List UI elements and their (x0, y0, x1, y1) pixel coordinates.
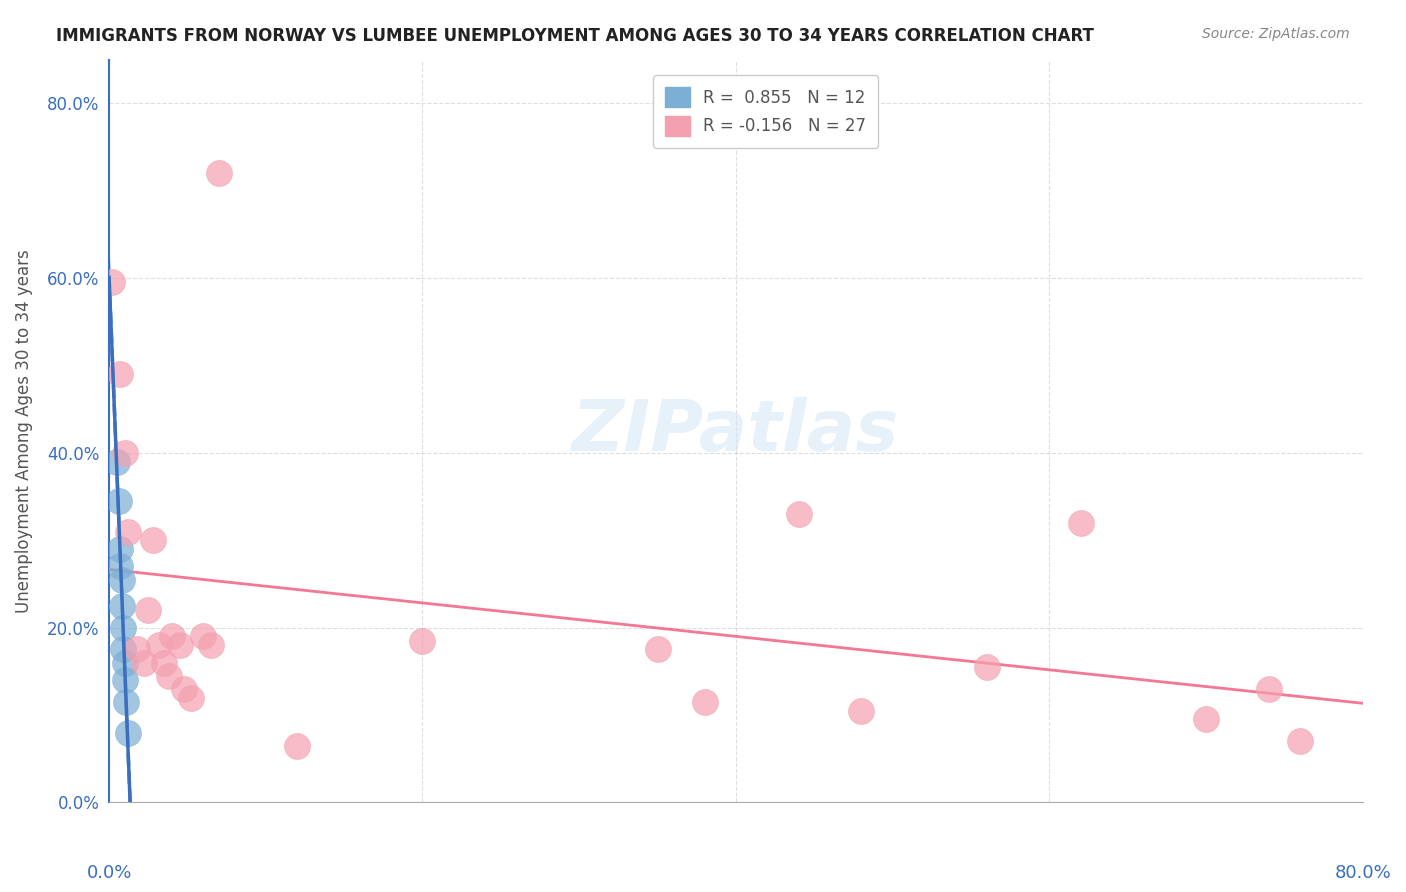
Text: ZIPatlas: ZIPatlas (572, 397, 900, 466)
Point (111, 573, 134, 587)
Point (411, 633, 433, 648)
Point (169, 638, 191, 652)
Point (180, 690, 202, 705)
Point (117, 725, 139, 739)
Point (115, 695, 138, 709)
Text: IMMIGRANTS FROM NORWAY VS LUMBEE UNEMPLOYMENT AMONG AGES 30 TO 34 YEARS CORRELAT: IMMIGRANTS FROM NORWAY VS LUMBEE UNEMPLO… (56, 27, 1094, 45)
Point (117, 524, 139, 539)
Point (114, 673, 136, 687)
Point (173, 681, 195, 696)
Point (114, 656, 136, 670)
Point (851, 704, 873, 718)
Point (112, 621, 135, 635)
Point (112, 642, 135, 657)
Point (1070, 516, 1092, 530)
Point (148, 638, 170, 652)
Point (132, 656, 155, 670)
Point (108, 541, 131, 556)
Point (787, 507, 810, 521)
Y-axis label: Unemployment Among Ages 30 to 34 years: Unemployment Among Ages 30 to 34 years (15, 249, 32, 613)
Point (285, 739, 308, 753)
Point (157, 669, 180, 683)
Point (160, 629, 183, 643)
Point (127, 642, 149, 657)
Point (208, 166, 231, 180)
Point (191, 629, 214, 643)
Point (1289, 734, 1312, 748)
Text: 80.0%: 80.0% (1334, 863, 1391, 881)
Point (142, 533, 165, 548)
Point (200, 638, 222, 652)
Point (976, 660, 998, 674)
Legend: R =  0.855   N = 12, R = -0.156   N = 27: R = 0.855 N = 12, R = -0.156 N = 27 (654, 75, 877, 148)
Point (647, 642, 669, 657)
Point (111, 599, 134, 613)
Text: Source: ZipAtlas.com: Source: ZipAtlas.com (1202, 27, 1350, 41)
Point (153, 656, 176, 670)
Point (1257, 681, 1279, 696)
Point (105, 454, 128, 468)
Point (136, 603, 159, 617)
Point (101, 276, 124, 290)
Point (108, 368, 131, 382)
Point (114, 446, 136, 460)
Point (1195, 713, 1218, 727)
Point (107, 494, 129, 508)
Point (693, 695, 716, 709)
Text: 0.0%: 0.0% (86, 863, 132, 881)
Point (108, 559, 131, 574)
